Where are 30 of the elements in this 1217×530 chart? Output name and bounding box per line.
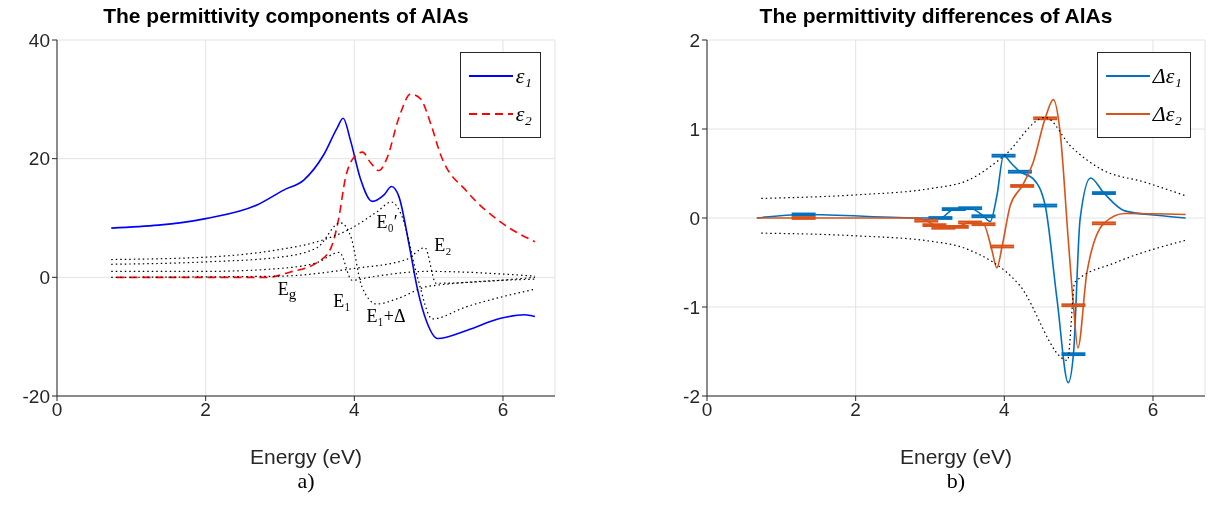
y-tick-label: -1 xyxy=(683,296,700,318)
x-tick-label: 2 xyxy=(850,399,861,421)
y-tick-label: -20 xyxy=(22,385,50,407)
x-tick-label: 6 xyxy=(497,399,509,421)
y-tick-label: 1 xyxy=(689,118,700,140)
y-tick-label: 2 xyxy=(689,29,700,51)
legend-label: Δε₁ xyxy=(1152,63,1182,89)
y-tick-label: 0 xyxy=(39,267,50,289)
chart-title: The permittivity differences of AlAs xyxy=(758,4,1114,28)
y-tick-label: 0 xyxy=(689,207,700,229)
x-tick-label: 2 xyxy=(200,399,211,421)
annotation: E₀′ xyxy=(376,211,398,233)
x-axis-title: Energy (eV) xyxy=(249,445,363,468)
legend-label: Δε₂ xyxy=(1152,101,1182,127)
x-axis-title: Energy (eV) xyxy=(899,445,1013,468)
annotation: E₁+Δ xyxy=(366,305,406,327)
text: a) xyxy=(296,468,316,494)
x-tick-label: 4 xyxy=(999,399,1011,421)
annotation: E₂ xyxy=(434,234,452,256)
annotation: E₁ xyxy=(333,290,351,312)
y-tick-label: 40 xyxy=(28,29,50,51)
y-tick-label: -2 xyxy=(683,385,700,407)
legend-label: ε₁ xyxy=(515,63,532,89)
x-tick-label: 4 xyxy=(349,399,361,421)
text: b) xyxy=(945,468,967,494)
chart-title: The permittivity components of AlAs xyxy=(102,4,470,28)
x-tick-label: 6 xyxy=(1147,399,1159,421)
annotation: E$_{g}$ xyxy=(277,278,297,304)
legend-label: ε₂ xyxy=(515,101,532,127)
y-tick-label: 20 xyxy=(28,148,50,170)
